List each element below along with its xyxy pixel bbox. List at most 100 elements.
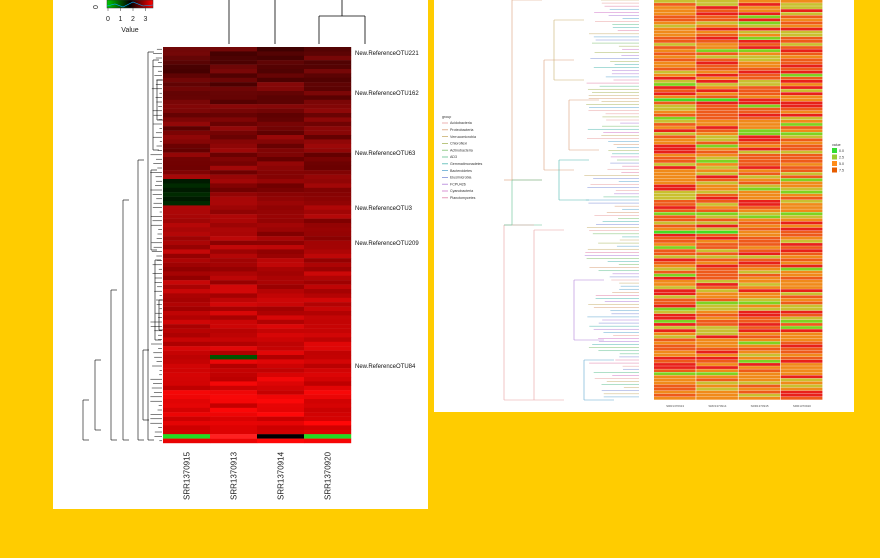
row-label: New.ReferenceOTU3 xyxy=(355,206,413,212)
heatmap-cell xyxy=(780,335,823,339)
heatmap-cell xyxy=(257,271,305,276)
heatmap-cell xyxy=(780,390,823,394)
heatmap-cell xyxy=(304,275,352,281)
heatmap-cell xyxy=(304,385,352,391)
heatmap-cell xyxy=(257,82,305,87)
heatmap-cell xyxy=(780,156,823,160)
heatmap-cell xyxy=(780,381,823,385)
heatmap-cell xyxy=(780,206,823,209)
heatmap-cell xyxy=(696,141,738,145)
heatmap-cell xyxy=(304,271,352,276)
heatmap-cell xyxy=(257,416,305,422)
heatmap-cell xyxy=(738,335,781,339)
heatmap-cell xyxy=(738,258,781,262)
heatmap-cell xyxy=(654,107,696,111)
heatmap-cell xyxy=(696,36,738,40)
heatmap-cell xyxy=(654,264,696,268)
heatmap-cell xyxy=(210,359,258,364)
heatmap-cell xyxy=(654,187,696,191)
heatmap-cell xyxy=(780,344,823,348)
heatmap-cell xyxy=(780,224,823,228)
heatmap-cell xyxy=(738,212,781,216)
heatmap-cell xyxy=(654,360,696,363)
heatmap-cell xyxy=(738,236,781,240)
heatmap-cell xyxy=(163,218,211,224)
heatmap-cell xyxy=(780,366,823,369)
heatmap-cell xyxy=(738,101,781,105)
color-key-bar xyxy=(106,0,154,9)
heatmap-cell xyxy=(210,355,258,360)
heatmap-cell xyxy=(696,166,738,169)
heatmap-cell xyxy=(163,394,211,400)
heatmap-cell xyxy=(738,240,781,243)
value-tick-label: 5.0 xyxy=(839,162,844,166)
heatmap-cell xyxy=(738,320,781,323)
heatmap-cell xyxy=(210,253,258,259)
heatmap-cell xyxy=(780,83,823,86)
heatmap-cell xyxy=(738,224,781,228)
heatmap-cells xyxy=(163,47,352,444)
heatmap-cell xyxy=(163,64,211,70)
heatmap-cell xyxy=(257,214,305,219)
heatmap-cell xyxy=(654,101,696,105)
heatmap-cell xyxy=(696,187,738,191)
heatmap-cell xyxy=(780,289,823,293)
heatmap-cell xyxy=(163,346,211,351)
heatmap-cell xyxy=(780,372,823,376)
heatmap-cell xyxy=(738,295,781,299)
heatmap-cell xyxy=(696,344,738,348)
heatmap-cell xyxy=(304,293,352,298)
heatmap-cell xyxy=(257,86,305,92)
heatmap-cell xyxy=(210,399,258,404)
heatmap-cell xyxy=(257,275,305,281)
heatmap-cell xyxy=(738,280,781,283)
heatmap-cell xyxy=(654,329,696,333)
heatmap-cell xyxy=(780,353,823,357)
heatmap-cell xyxy=(654,224,696,228)
heatmap-cell xyxy=(257,95,305,100)
row-label: New.ReferenceOTU221 xyxy=(355,51,419,57)
heatmap-cell xyxy=(696,390,738,394)
heatmap-cell xyxy=(304,73,352,78)
heatmap-cell xyxy=(210,99,258,105)
heatmap-cell xyxy=(163,368,211,373)
heatmap-cell xyxy=(210,165,258,171)
heatmap-cell xyxy=(163,183,211,188)
heatmap-cell xyxy=(780,276,823,280)
heatmap-cell xyxy=(163,135,211,140)
heatmap-cell xyxy=(257,390,305,395)
heatmap-cell xyxy=(257,187,305,193)
heatmap-cell xyxy=(780,36,823,40)
heatmap-cell xyxy=(654,52,696,56)
heatmap-cell xyxy=(210,73,258,78)
heatmap-cell xyxy=(738,61,781,65)
heatmap-cell xyxy=(696,138,738,142)
heatmap-cell xyxy=(696,323,738,326)
heatmap-cell xyxy=(210,130,258,136)
heatmap-cell xyxy=(780,338,823,342)
heatmap-cell xyxy=(304,416,352,422)
heatmap-cell xyxy=(738,190,781,194)
group-label: Chloroflexi xyxy=(450,142,467,146)
heatmap-cell xyxy=(738,46,781,49)
heatmap-cell xyxy=(210,434,258,439)
heatmap-cell xyxy=(696,236,738,240)
heatmap-cell xyxy=(304,152,352,158)
heatmap-cell xyxy=(696,160,738,163)
heatmap-cell xyxy=(738,21,781,25)
heatmap-cell xyxy=(654,46,696,49)
heatmap-cell xyxy=(210,267,258,272)
heatmap-cell xyxy=(780,280,823,283)
heatmap-cell xyxy=(304,425,352,430)
heatmap-cell xyxy=(210,425,258,430)
heatmap-cell xyxy=(654,261,696,265)
heatmap-cell xyxy=(257,267,305,272)
heatmap-cell xyxy=(780,249,823,253)
value-tick-label: 2.5 xyxy=(839,156,844,160)
heatmap-cell xyxy=(210,293,258,298)
heatmap-cell xyxy=(304,77,352,83)
heatmap-cell xyxy=(304,201,352,206)
heatmap-cell xyxy=(738,310,781,314)
heatmap-cell xyxy=(257,121,305,127)
